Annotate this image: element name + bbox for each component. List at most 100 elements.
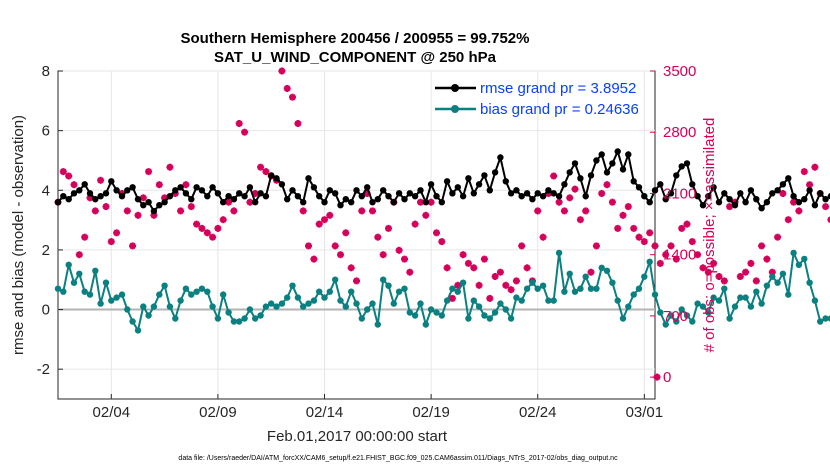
bias-point: [779, 270, 787, 277]
obs-assimilated-point: [75, 251, 83, 259]
obs-assimilated-point: [166, 163, 174, 171]
bias-point: [657, 309, 664, 316]
bias-point: [753, 288, 760, 295]
bias-point: [737, 294, 744, 301]
bias-point: [635, 285, 643, 292]
bias-point: [172, 315, 179, 322]
obs-assimilated-point: [91, 207, 99, 215]
obs-assimilated-point: [401, 255, 408, 263]
legend-rmse-marker: [451, 84, 459, 92]
bias-point: [529, 279, 536, 286]
bias-point: [566, 270, 573, 277]
rmse-point: [300, 199, 307, 206]
rmse-point: [411, 193, 419, 200]
rmse-point: [65, 196, 72, 203]
obs-assimilated-point: [768, 268, 776, 276]
obs-assimilated-point: [683, 220, 691, 228]
bias-point: [60, 288, 67, 295]
y-axis-right-ticks: 0 700 1400 2100 2800 3500: [650, 63, 696, 386]
bias-point: [236, 318, 243, 325]
bias-point: [214, 315, 222, 322]
bias-point: [108, 297, 115, 304]
bias-point: [726, 315, 733, 322]
obs-assimilated-point: [347, 264, 355, 272]
bias-point: [790, 249, 797, 257]
bias-point: [113, 294, 120, 301]
rmse-point: [166, 193, 174, 200]
rmse-point: [321, 199, 328, 206]
rmse-point: [230, 196, 238, 203]
bias-point: [710, 294, 717, 301]
obs-assimilated-point: [331, 242, 339, 250]
bias-point: [662, 321, 669, 328]
bias-point: [433, 309, 440, 316]
bias-point: [278, 300, 286, 307]
bias-point: [161, 282, 168, 289]
bias-point: [252, 315, 259, 322]
x-tick-label: 02/09: [199, 404, 237, 421]
obs-assimilated-point: [219, 216, 227, 224]
obs-assimilated-point: [230, 207, 238, 215]
bias-point: [721, 285, 728, 292]
rmse-point: [358, 193, 365, 200]
rmse-point: [209, 184, 216, 191]
rmse-point: [641, 193, 648, 200]
rmse-point: [651, 187, 659, 194]
obs-assimilated-point: [342, 229, 350, 237]
rmse-point: [380, 187, 387, 194]
obs-assimilated-point: [800, 168, 808, 176]
obs-assimilated-point: [102, 203, 110, 211]
bias-point: [523, 285, 531, 292]
y-left-tick-label: 0: [42, 302, 50, 319]
rmse-point: [257, 190, 264, 197]
bias-point: [561, 288, 568, 295]
bias-point: [204, 288, 211, 295]
rmse-point: [502, 178, 509, 185]
bias-point: [54, 285, 62, 292]
bias-point: [609, 279, 616, 286]
obs-assimilated-point: [672, 255, 680, 263]
rmse-point: [188, 196, 195, 203]
bias-point: [619, 315, 627, 322]
rmse-point: [70, 190, 78, 197]
obs-assimilated-point: [448, 294, 456, 302]
rmse-point: [332, 190, 339, 197]
obs-assimilated-point: [182, 181, 190, 189]
y-left-tick-label: 6: [42, 123, 50, 140]
bias-point: [86, 291, 94, 298]
obs-assimilated-point: [653, 373, 661, 381]
bias-point: [257, 312, 264, 319]
rmse-point: [443, 178, 451, 185]
obs-assimilated-point: [129, 242, 137, 250]
bias-point: [742, 294, 749, 301]
bias-point: [699, 303, 707, 310]
obs-assimilated-point: [811, 163, 819, 171]
rmse-point: [577, 175, 584, 182]
bias-point: [65, 261, 72, 268]
rmse-point: [566, 169, 573, 176]
bias-point: [507, 315, 515, 322]
obs-assimilated-point: [534, 207, 542, 215]
obs-assimilated-point: [507, 286, 515, 294]
obs-assimilated-point: [704, 268, 712, 276]
obs-assimilated-point: [81, 233, 89, 241]
obs-assimilated-point: [177, 207, 185, 215]
bias-point: [300, 303, 307, 310]
rmse-point: [518, 193, 525, 200]
y-axis-left-label: rmse and bias (model - observation): [10, 115, 27, 355]
y-right-tick-label: 700: [663, 308, 688, 325]
obs-assimilated-point: [598, 190, 606, 197]
rmse-point: [246, 184, 254, 191]
bias-point: [102, 279, 110, 286]
y-left-tick-label: -2: [37, 361, 50, 378]
rmse-point: [529, 196, 536, 203]
obs-assimilated-point: [459, 251, 467, 259]
rmse-point: [193, 184, 200, 191]
rmse-point: [465, 175, 472, 182]
obs-assimilated-point: [720, 277, 728, 285]
rmse-point: [268, 172, 275, 179]
rmse-point: [721, 190, 728, 197]
rmse-point: [177, 184, 184, 191]
bias-series: [54, 249, 830, 334]
obs-assimilated-point: [608, 198, 616, 206]
